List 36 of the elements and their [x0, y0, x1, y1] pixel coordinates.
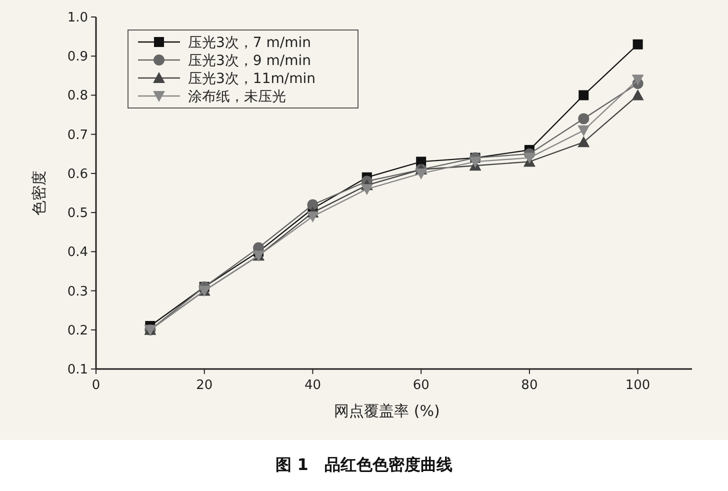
y-tick-label: 0.1 [67, 362, 88, 378]
y-tick-label: 0.6 [67, 166, 88, 182]
point [523, 152, 536, 164]
point [578, 90, 589, 100]
x-tick-label: 0 [92, 378, 100, 393]
point [306, 211, 319, 222]
y-tick-label: 0.8 [67, 88, 88, 104]
point [360, 184, 373, 196]
point [578, 136, 590, 148]
x-tick-label: 60 [412, 378, 430, 393]
point [415, 168, 428, 180]
y-tick-label: 0.2 [67, 323, 88, 338]
y-tick-label: 0.4 [67, 245, 88, 260]
text: 图 1 品红色色密度曲线 [276, 455, 452, 474]
point [469, 156, 482, 168]
point [632, 74, 644, 86]
point [632, 39, 643, 50]
legend-label: 压光3次，7 m/min [188, 35, 312, 51]
y-tick-label: 0.9 [67, 50, 88, 65]
x-tick-label: 80 [521, 378, 538, 393]
x-tick-label: 20 [196, 378, 213, 393]
x-tick-label: 100 [625, 378, 650, 393]
legend-label: 压光3次，9 m/min [188, 53, 312, 69]
y-tick-label: 1.0 [67, 10, 88, 26]
y-axis-title: 色密度 [30, 170, 48, 216]
y-tick-label: 0.5 [67, 206, 88, 222]
y-tick-label: 0.3 [67, 284, 88, 300]
point [578, 125, 590, 136]
point [578, 113, 590, 124]
legend-label: 涂布纸，未压光 [188, 89, 286, 105]
x-tick-label: 40 [304, 378, 321, 393]
y-tick-label: 0.7 [67, 128, 88, 143]
legend-label: 压光3次，11m/min [188, 71, 316, 87]
point [307, 199, 318, 210]
x-axis-title: 网点覆盖率 (%) [334, 402, 440, 420]
point [632, 89, 644, 100]
